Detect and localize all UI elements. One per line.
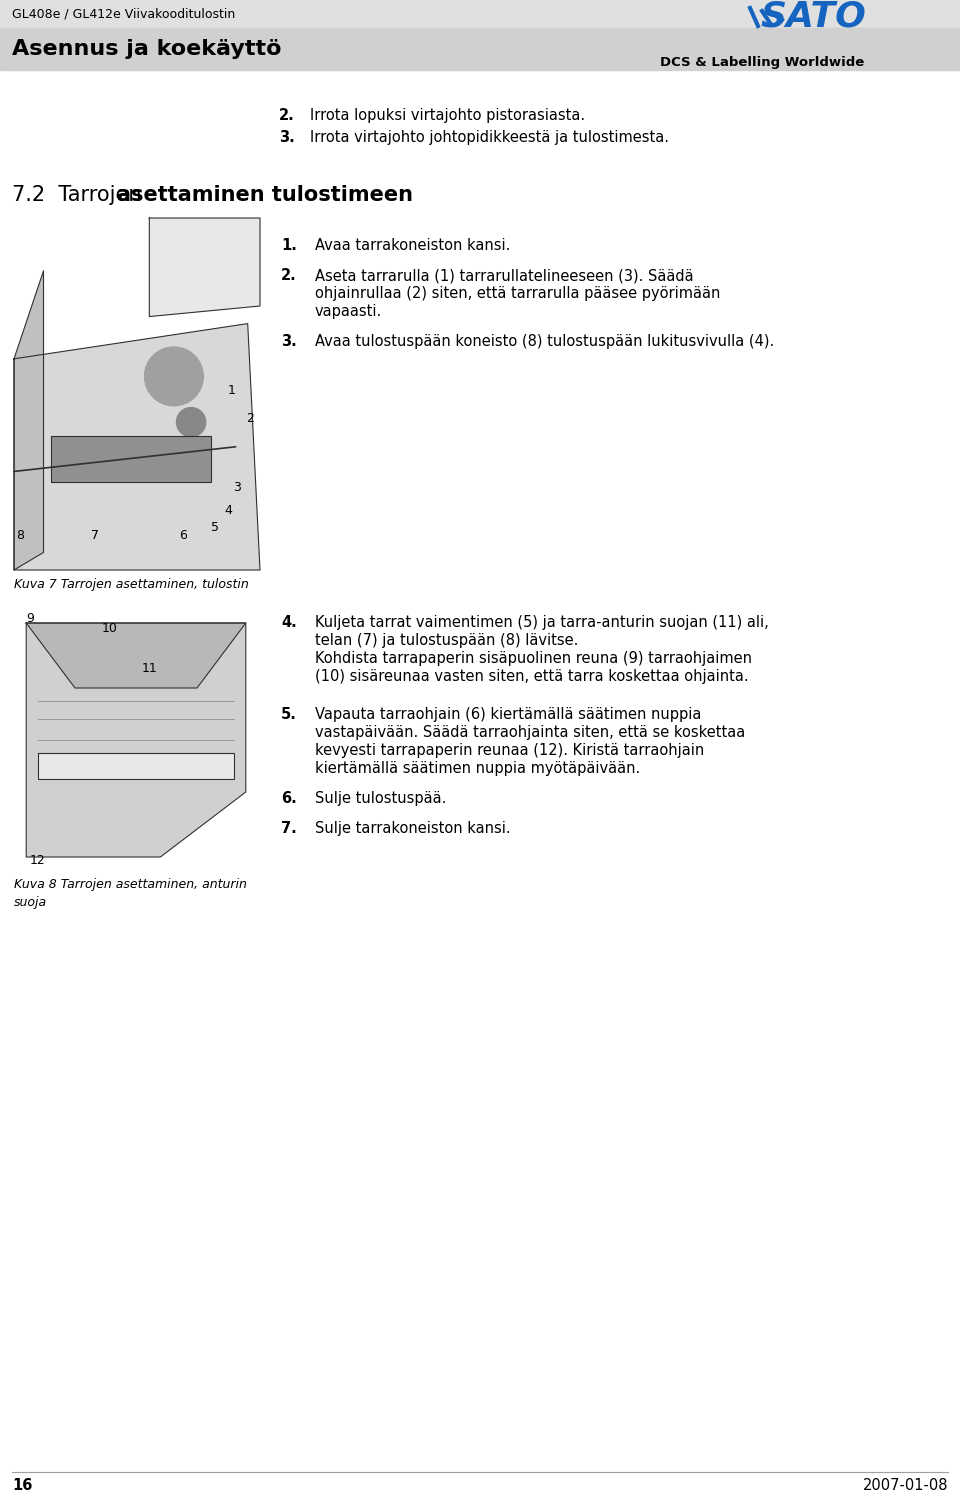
Text: GL408e / GL412e Viivakooditulostin: GL408e / GL412e Viivakooditulostin bbox=[12, 8, 235, 21]
Polygon shape bbox=[14, 324, 260, 569]
Bar bbox=[0, 0, 960, 29]
Text: (10) sisäreunaa vasten siten, että tarra koskettaa ohjainta.: (10) sisäreunaa vasten siten, että tarra… bbox=[315, 669, 749, 684]
Text: 7: 7 bbox=[91, 529, 99, 542]
Text: ohjainrullaa (2) siten, että tarrarulla pääsee pyörimään: ohjainrullaa (2) siten, että tarrarulla … bbox=[315, 286, 720, 301]
Text: 10: 10 bbox=[102, 622, 118, 634]
Text: 5.: 5. bbox=[281, 706, 297, 721]
Text: kiertämällä säätimen nuppia myötäpäivään.: kiertämällä säätimen nuppia myötäpäivään… bbox=[315, 761, 640, 776]
Text: 9: 9 bbox=[26, 611, 34, 625]
Text: 2: 2 bbox=[246, 411, 254, 425]
Bar bbox=[0, 29, 960, 69]
Text: 6: 6 bbox=[180, 529, 187, 542]
Text: Asennus ja koekäyttö: Asennus ja koekäyttö bbox=[12, 39, 281, 59]
Polygon shape bbox=[150, 218, 260, 316]
Text: 7.: 7. bbox=[281, 821, 297, 836]
Text: 5: 5 bbox=[211, 521, 219, 533]
Text: Irrota lopuksi virtajohto pistorasiasta.: Irrota lopuksi virtajohto pistorasiasta. bbox=[310, 107, 586, 122]
Text: suoja: suoja bbox=[14, 896, 47, 910]
Text: 4.: 4. bbox=[281, 614, 297, 630]
Polygon shape bbox=[38, 753, 233, 779]
Text: kevyesti tarrapaperin reunaa (12). Kiristä tarraohjain: kevyesti tarrapaperin reunaa (12). Kiris… bbox=[315, 742, 705, 758]
Text: 3.: 3. bbox=[279, 130, 295, 145]
Text: Vapauta tarraohjain (6) kiertämällä säätimen nuppia: Vapauta tarraohjain (6) kiertämällä säät… bbox=[315, 706, 702, 721]
Circle shape bbox=[144, 346, 204, 407]
Text: 12: 12 bbox=[30, 854, 46, 866]
Text: Sulje tulostuspää.: Sulje tulostuspää. bbox=[315, 791, 446, 806]
Polygon shape bbox=[14, 271, 43, 569]
Text: Avaa tarrakoneiston kansi.: Avaa tarrakoneiston kansi. bbox=[315, 238, 511, 253]
Text: 16: 16 bbox=[12, 1479, 33, 1494]
Text: vapaasti.: vapaasti. bbox=[315, 304, 382, 319]
Text: 1: 1 bbox=[228, 384, 236, 396]
Text: 2007-01-08: 2007-01-08 bbox=[862, 1479, 948, 1494]
Text: Avaa tulostuspään koneisto (8) tulostuspään lukitusvivulla (4).: Avaa tulostuspään koneisto (8) tulostusp… bbox=[315, 334, 775, 349]
Text: vastapäivään. Säädä tarraohjainta siten, että se koskettaa: vastapäivään. Säädä tarraohjainta siten,… bbox=[315, 724, 745, 739]
Text: Kuljeta tarrat vaimentimen (5) ja tarra-anturin suojan (11) ali,: Kuljeta tarrat vaimentimen (5) ja tarra-… bbox=[315, 614, 769, 630]
Text: 6.: 6. bbox=[281, 791, 297, 806]
Text: Kuva 8 Tarrojen asettaminen, anturin: Kuva 8 Tarrojen asettaminen, anturin bbox=[14, 878, 247, 892]
Text: Irrota virtajohto johtopidikkeestä ja tulostimesta.: Irrota virtajohto johtopidikkeestä ja tu… bbox=[310, 130, 669, 145]
Text: 3.: 3. bbox=[281, 334, 297, 349]
Circle shape bbox=[177, 408, 205, 437]
Text: 2.: 2. bbox=[279, 107, 295, 122]
Text: 7.2  Tarrojen: 7.2 Tarrojen bbox=[12, 185, 148, 205]
Text: 1.: 1. bbox=[281, 238, 297, 253]
Text: Aseta tarrarulla (1) tarrarullatelineeseen (3). Säädä: Aseta tarrarulla (1) tarrarullatelineese… bbox=[315, 268, 694, 283]
Text: Kuva 7 Tarrojen asettaminen, tulostin: Kuva 7 Tarrojen asettaminen, tulostin bbox=[14, 578, 249, 590]
Text: 3: 3 bbox=[233, 480, 241, 494]
Text: Kohdista tarrapaperin sisäpuolinen reuna (9) tarraohjaimen: Kohdista tarrapaperin sisäpuolinen reuna… bbox=[315, 651, 752, 666]
Text: asettaminen tulostimeen: asettaminen tulostimeen bbox=[117, 185, 413, 205]
Polygon shape bbox=[51, 437, 211, 482]
Text: DCS & Labelling Worldwide: DCS & Labelling Worldwide bbox=[660, 56, 864, 68]
Text: 11: 11 bbox=[142, 661, 157, 675]
Text: Sulje tarrakoneiston kansi.: Sulje tarrakoneiston kansi. bbox=[315, 821, 511, 836]
Polygon shape bbox=[26, 623, 246, 688]
Text: 2.: 2. bbox=[281, 268, 297, 283]
Polygon shape bbox=[26, 623, 246, 857]
Text: telan (7) ja tulostuspään (8) lävitse.: telan (7) ja tulostuspään (8) lävitse. bbox=[315, 633, 578, 648]
Text: 4: 4 bbox=[224, 503, 232, 517]
Text: 8: 8 bbox=[16, 529, 24, 542]
Text: SATO: SATO bbox=[760, 0, 866, 33]
